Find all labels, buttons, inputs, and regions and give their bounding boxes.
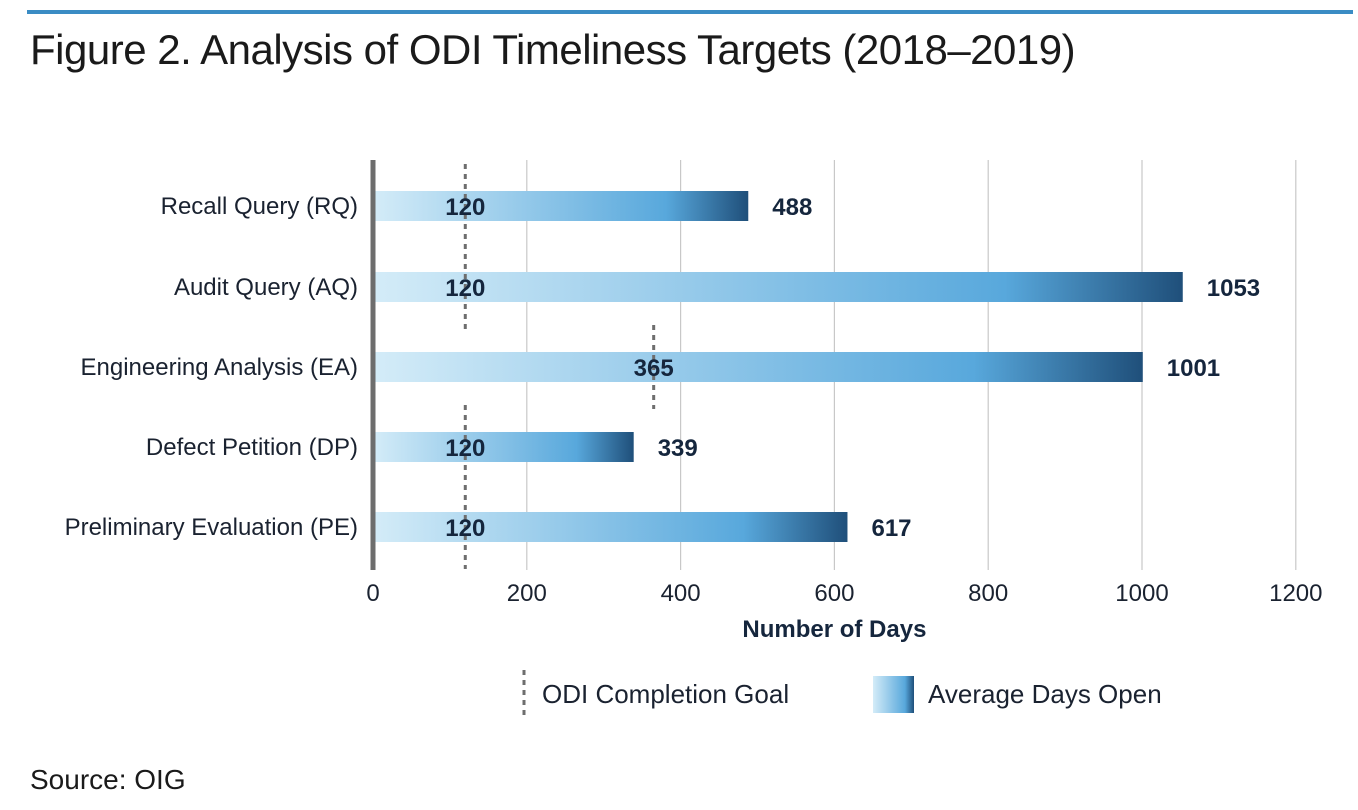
legend-goal-label: ODI Completion Goal <box>542 679 789 709</box>
x-tick-label-200: 200 <box>507 580 547 607</box>
category-label-2: Engineering Analysis (EA) <box>81 354 358 381</box>
value-label-2: 1001 <box>1167 355 1220 382</box>
source-note: Source: OIG <box>30 764 186 795</box>
category-label-3: Defect Petition (DP) <box>146 434 358 461</box>
x-tick-label-800: 800 <box>968 580 1008 607</box>
top-rule <box>27 10 1353 14</box>
goal-label-4: 120 <box>445 515 485 542</box>
bar-average-days-2 <box>373 352 1143 382</box>
value-label-1: 1053 <box>1207 275 1260 302</box>
goal-lines <box>463 164 656 569</box>
category-label-0: Recall Query (RQ) <box>161 193 358 220</box>
value-label-4: 617 <box>871 515 911 542</box>
bar-average-days-0 <box>373 191 749 221</box>
x-tick-label-400: 400 <box>661 580 701 607</box>
bar-average-days-1 <box>373 272 1183 302</box>
bars <box>373 191 1183 542</box>
x-tick-label-1000: 1000 <box>1115 580 1168 607</box>
x-tick-label-0: 0 <box>366 580 379 607</box>
value-label-0: 488 <box>772 194 812 221</box>
value-label-3: 339 <box>658 435 698 462</box>
x-axis-title: Number of Days <box>742 616 926 643</box>
axes: 0 200 400 600 800 1000 1200 Number of Days <box>366 160 1322 643</box>
goal-label-0: 120 <box>445 194 485 221</box>
data-labels: Recall Query (RQ) 488 120 Audit Query (AQ) 1… <box>65 193 1261 542</box>
goal-label-2: 365 <box>634 355 674 382</box>
category-label-4: Preliminary Evaluation (PE) <box>65 514 358 541</box>
category-label-1: Audit Query (AQ) <box>174 274 358 301</box>
legend-bar-swatch <box>873 676 914 713</box>
x-tick-label-1200: 1200 <box>1269 580 1322 607</box>
legend-bar-label: Average Days Open <box>928 679 1162 709</box>
bar-average-days-3 <box>373 432 634 462</box>
figure-title: Figure 2. Analysis of ODI Timeliness Tar… <box>30 26 1076 73</box>
legend: ODI Completion Goal Average Days Open <box>522 670 1162 716</box>
goal-label-1: 120 <box>445 275 485 302</box>
x-tick-label-600: 600 <box>814 580 854 607</box>
bar-average-days-4 <box>373 512 848 542</box>
goal-label-3: 120 <box>445 435 485 462</box>
